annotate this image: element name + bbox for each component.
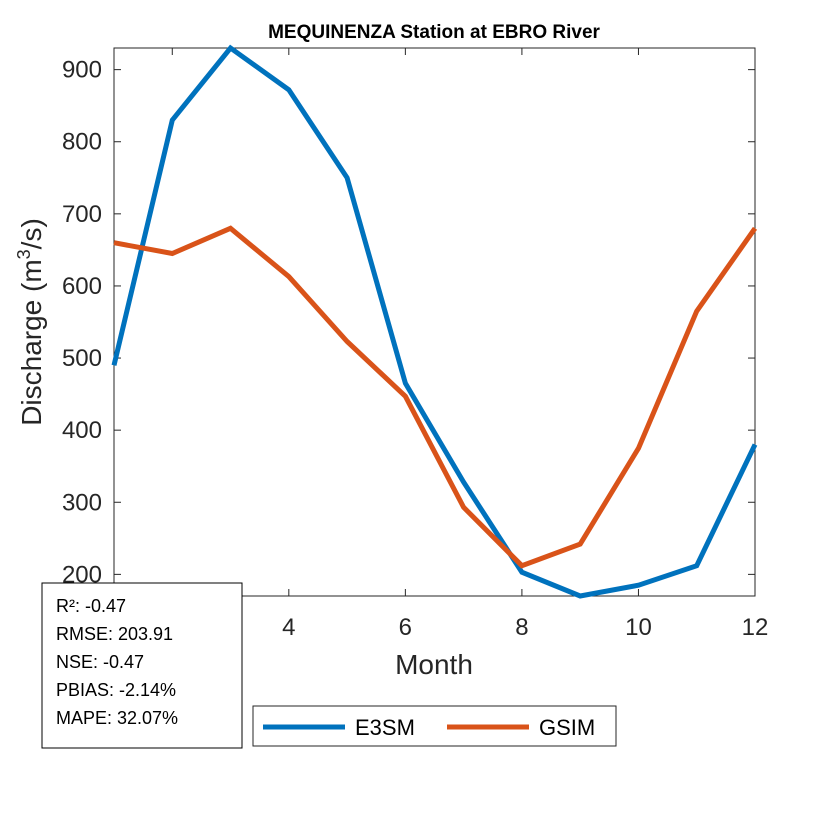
y-tick-label: 900: [62, 57, 102, 84]
x-tick-label: 12: [742, 614, 769, 641]
series-line-gsim: [113, 225, 758, 569]
y-tick-label: 500: [62, 345, 102, 372]
chart-title: MEQUINENZA Station at EBRO River: [268, 22, 600, 43]
y-tick-label: 800: [62, 129, 102, 156]
metrics-box: R²: -0.47 RMSE: 203.91 NSE: -0.47 PBIAS:…: [41, 582, 243, 749]
metric-mape: MAPE: 32.07%: [56, 708, 178, 728]
y-tick-label: 400: [62, 417, 102, 444]
metric-rmse: RMSE: 203.91: [56, 624, 173, 644]
metric-nse: NSE: -0.47: [56, 652, 144, 672]
y-tick-label: 700: [62, 201, 102, 228]
y-axis-title: Discharge (m3/s): [14, 218, 47, 426]
x-tick-label: 8: [515, 614, 528, 641]
axes: [113, 47, 756, 597]
legend-label-e3sm: E3SM: [355, 715, 415, 740]
metric-r2: R²: -0.47: [56, 596, 126, 616]
x-tick-label: 6: [399, 614, 412, 641]
y-axis-title-sup: 3: [14, 249, 34, 259]
x-tick-label: 4: [282, 614, 295, 641]
metric-pbias: PBIAS: -2.14%: [56, 680, 176, 700]
plot-area: [113, 47, 756, 597]
x-tick-label: 10: [625, 614, 652, 641]
metrics-box-frame: [41, 582, 243, 749]
ticks: 20030040050060070080090024681012: [62, 48, 768, 641]
series-lines: [111, 44, 758, 599]
legend: E3SM GSIM: [252, 705, 617, 747]
series-line-e3sm: [111, 44, 758, 599]
legend-label-gsim: GSIM: [539, 715, 595, 740]
y-tick-label: 300: [62, 489, 102, 516]
x-axis-title: Month: [395, 649, 473, 680]
y-tick-label: 600: [62, 273, 102, 300]
y-axis-title-main: Discharge (m: [16, 259, 47, 425]
y-axis-title-suffix: /s): [16, 218, 47, 249]
